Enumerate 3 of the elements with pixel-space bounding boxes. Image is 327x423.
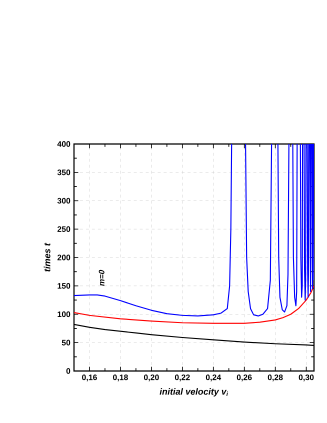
x-axis-title: initial velocity v$_{i}$ — [160, 388, 228, 397]
line-series — [74, 285, 314, 324]
y-axis-title: times t — [44, 242, 50, 272]
